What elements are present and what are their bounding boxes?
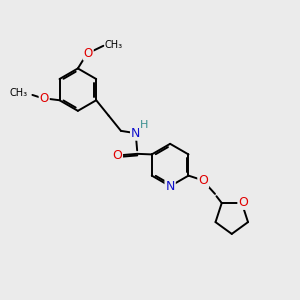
Text: O: O xyxy=(198,174,208,188)
Text: O: O xyxy=(238,196,248,209)
Text: O: O xyxy=(40,92,49,105)
Text: CH₃: CH₃ xyxy=(105,40,123,50)
Text: O: O xyxy=(112,149,122,162)
Text: CH₃: CH₃ xyxy=(9,88,27,98)
Text: H: H xyxy=(140,120,148,130)
Text: N: N xyxy=(165,180,175,193)
Text: O: O xyxy=(83,46,93,60)
Text: N: N xyxy=(131,127,140,140)
